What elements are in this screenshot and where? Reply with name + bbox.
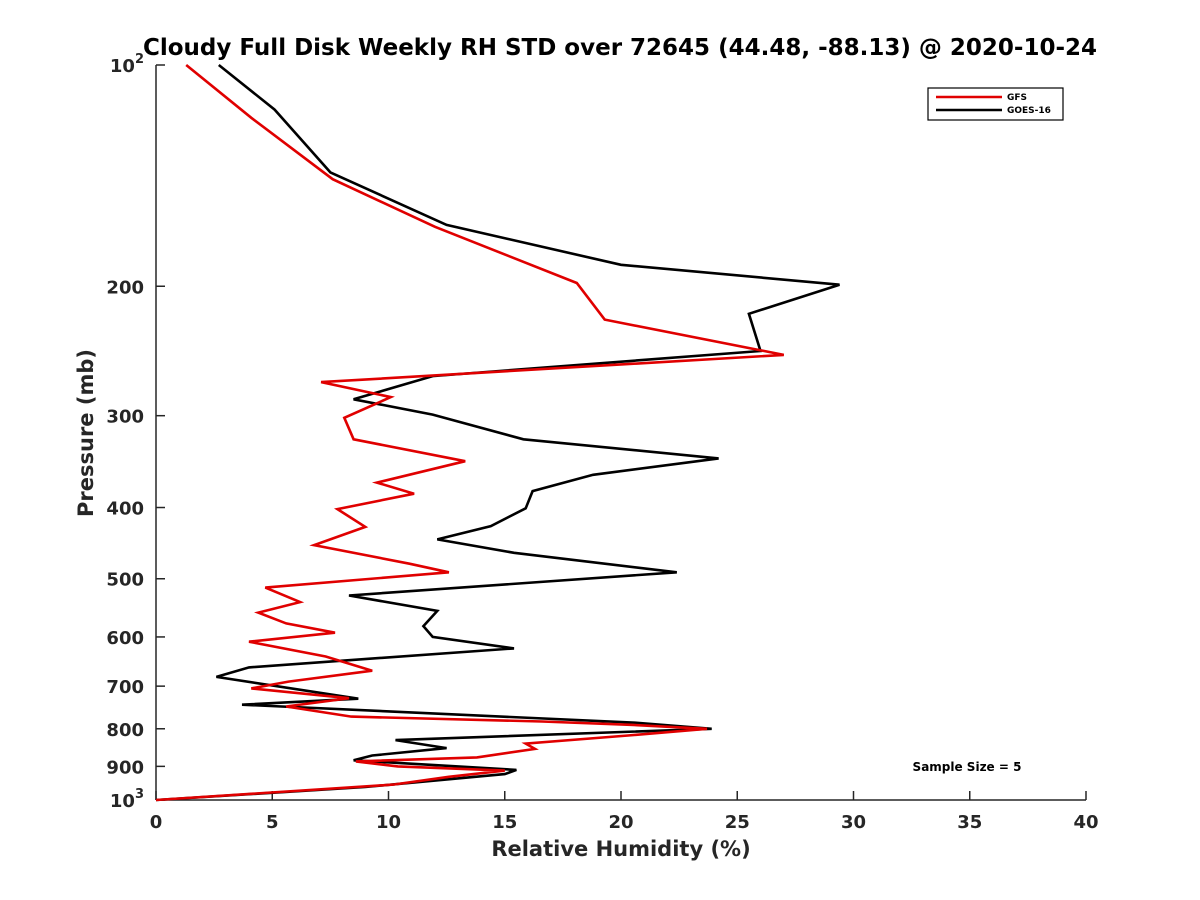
series-line-goes-16 bbox=[155, 63, 840, 802]
chart-title: Cloudy Full Disk Weekly RH STD over 7264… bbox=[143, 35, 1097, 61]
legend: GFS GOES-16 bbox=[927, 87, 1064, 121]
y-tick-label: 300 bbox=[106, 407, 144, 428]
y-tick-label: 600 bbox=[106, 628, 144, 649]
x-tick-label: 10 bbox=[376, 812, 401, 833]
x-ticks: 0 5 10 15 20 25 30 35 40 bbox=[150, 791, 1099, 833]
x-tick-label: 30 bbox=[841, 812, 866, 833]
y-tick-label: 500 bbox=[106, 570, 144, 591]
x-axis-label: Relative Humidity (%) bbox=[491, 837, 750, 861]
x-tick-label: 0 bbox=[150, 812, 163, 833]
legend-label-gfs: GFS bbox=[1007, 93, 1027, 103]
legend-label-goes-16: GOES-16 bbox=[1007, 106, 1051, 116]
series-lines bbox=[155, 63, 840, 802]
y-tick-label: 900 bbox=[106, 757, 144, 778]
y-tick-label: 400 bbox=[106, 499, 144, 520]
x-tick-label: 20 bbox=[608, 812, 633, 833]
y-ticks: 102 200 300 400 500 600 700 800 900 103 bbox=[106, 52, 165, 812]
x-tick-label: 40 bbox=[1073, 812, 1098, 833]
y-tick-label: 102 bbox=[110, 52, 144, 77]
y-tick-label: 700 bbox=[106, 677, 144, 698]
x-tick-label: 15 bbox=[492, 812, 517, 833]
x-tick-label: 25 bbox=[725, 812, 750, 833]
x-tick-label: 5 bbox=[266, 812, 279, 833]
y-tick-label: 103 bbox=[110, 787, 144, 812]
x-tick-label: 35 bbox=[957, 812, 982, 833]
y-tick-label: 200 bbox=[106, 277, 144, 298]
plot-area: 0 5 10 15 20 25 30 35 40 102 200 300 400 500 600 700 80… bbox=[106, 52, 1098, 833]
legend-box bbox=[927, 87, 1064, 121]
sample-size-annotation: Sample Size = 5 bbox=[913, 760, 1022, 774]
series-line-gfs bbox=[155, 63, 785, 802]
y-tick-label: 800 bbox=[106, 720, 144, 741]
y-axis-label: Pressure (mb) bbox=[74, 349, 98, 517]
